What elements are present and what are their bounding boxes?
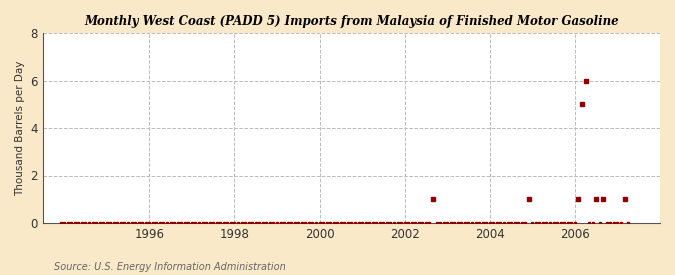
Y-axis label: Thousand Barrels per Day: Thousand Barrels per Day (15, 60, 25, 196)
Title: Monthly West Coast (PADD 5) Imports from Malaysia of Finished Motor Gasoline: Monthly West Coast (PADD 5) Imports from… (84, 15, 619, 28)
Text: Source: U.S. Energy Information Administration: Source: U.S. Energy Information Administ… (54, 262, 286, 272)
